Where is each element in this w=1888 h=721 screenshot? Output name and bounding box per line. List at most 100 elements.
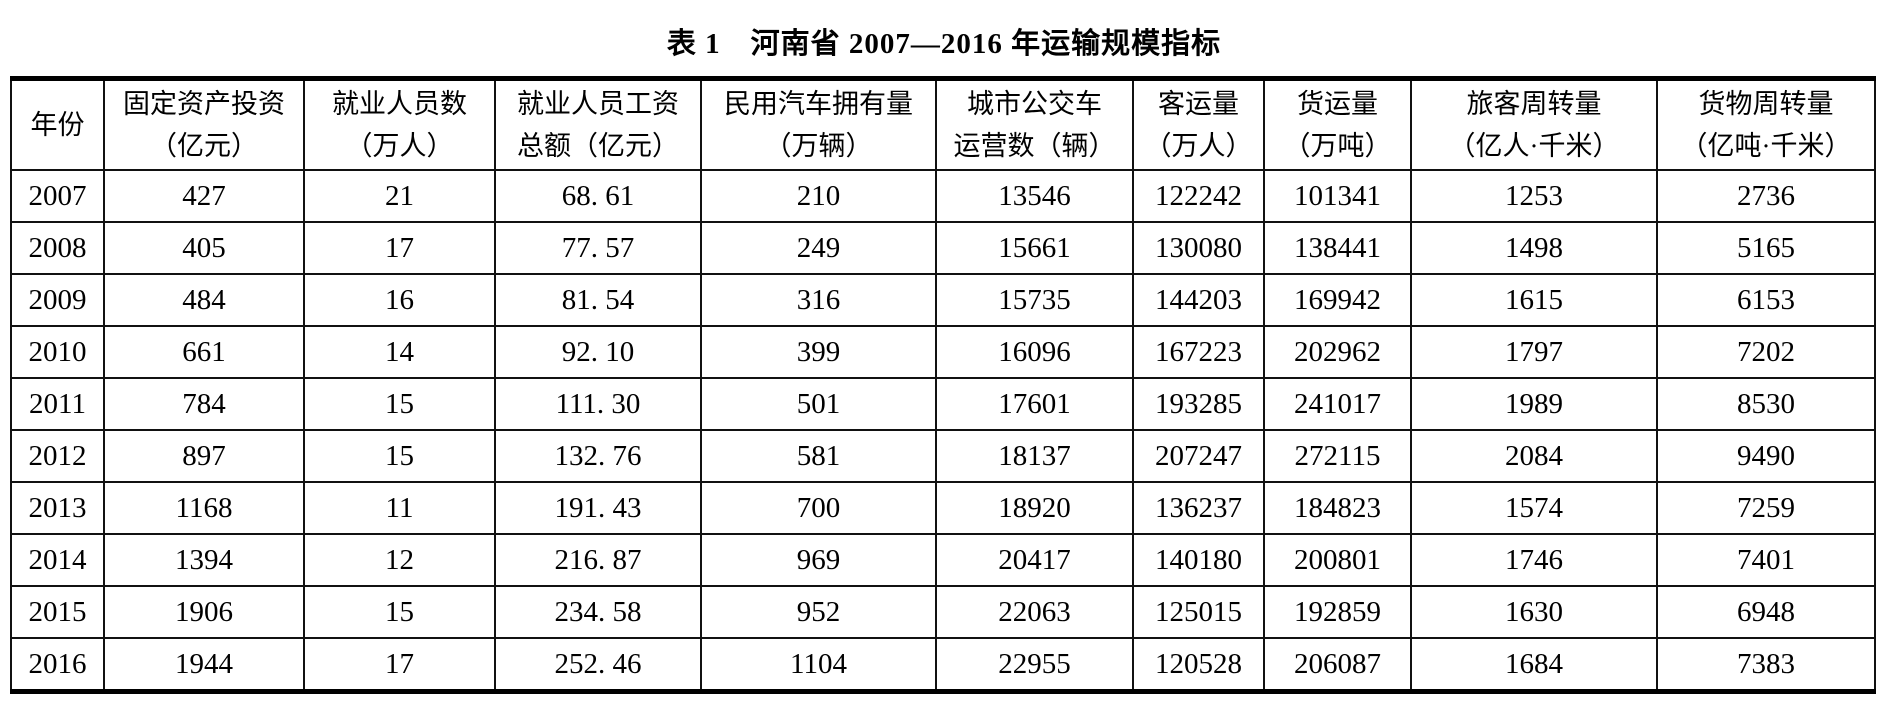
value-cell: 15 bbox=[303, 429, 496, 483]
column-header: 就业人员工资 总额（亿元） bbox=[494, 77, 702, 171]
value-cell: 1746 bbox=[1410, 533, 1658, 587]
value-cell: 2084 bbox=[1410, 429, 1658, 483]
value-cell: 17 bbox=[303, 221, 496, 275]
header-line1: 就业人员工资 bbox=[517, 89, 679, 119]
header-line2: （万吨） bbox=[1283, 131, 1392, 161]
value-cell: 216. 87 bbox=[494, 533, 702, 587]
year-cell: 2016 bbox=[10, 637, 105, 693]
table-row: 2009 484 16 81. 54 316 15735 144203 169942 1615 6… bbox=[10, 273, 1876, 327]
year-cell: 2011 bbox=[10, 377, 105, 431]
value-cell: 13546 bbox=[935, 169, 1134, 223]
value-cell: 77. 57 bbox=[494, 221, 702, 275]
column-header: 年份 bbox=[10, 77, 105, 171]
column-header: 客运量 （万人） bbox=[1132, 77, 1265, 171]
value-cell: 8530 bbox=[1656, 377, 1876, 431]
value-cell: 22063 bbox=[935, 585, 1134, 639]
table-row: 2015 1906 15 234. 58 952 22063 125015 192859 163… bbox=[10, 585, 1876, 639]
value-cell: 111. 30 bbox=[494, 377, 702, 431]
value-cell: 1797 bbox=[1410, 325, 1658, 379]
value-cell: 969 bbox=[700, 533, 937, 587]
value-cell: 202962 bbox=[1263, 325, 1412, 379]
value-cell: 272115 bbox=[1263, 429, 1412, 483]
column-header: 就业人员数 （万人） bbox=[303, 77, 496, 171]
value-cell: 16096 bbox=[935, 325, 1134, 379]
header-line1: 就业人员数 bbox=[332, 89, 467, 119]
value-cell: 21 bbox=[303, 169, 496, 223]
column-header: 旅客周转量 （亿人·千米） bbox=[1410, 77, 1658, 171]
value-cell: 1630 bbox=[1410, 585, 1658, 639]
value-cell: 5165 bbox=[1656, 221, 1876, 275]
table-row: 2013 1168 11 191. 43 700 18920 136237 184823 157… bbox=[10, 481, 1876, 535]
value-cell: 405 bbox=[103, 221, 305, 275]
value-cell: 92. 10 bbox=[494, 325, 702, 379]
value-cell: 316 bbox=[700, 273, 937, 327]
year-cell: 2010 bbox=[10, 325, 105, 379]
value-cell: 6153 bbox=[1656, 273, 1876, 327]
value-cell: 15 bbox=[303, 377, 496, 431]
value-cell: 952 bbox=[700, 585, 937, 639]
header-line2: （亿人·千米） bbox=[1448, 131, 1620, 161]
table-body: 2007 427 21 68. 61 210 13546 122242 101341 1253 2… bbox=[10, 169, 1876, 693]
column-header: 城市公交车 运营数（辆） bbox=[935, 77, 1134, 171]
value-cell: 661 bbox=[103, 325, 305, 379]
value-cell: 140180 bbox=[1132, 533, 1265, 587]
value-cell: 184823 bbox=[1263, 481, 1412, 535]
table-row: 2008 405 17 77. 57 249 15661 130080 138441 1498 5… bbox=[10, 221, 1876, 275]
table-row: 2010 661 14 92. 10 399 16096 167223 202962 1797 7… bbox=[10, 325, 1876, 379]
year-cell: 2009 bbox=[10, 273, 105, 327]
header-line1: 旅客周转量 bbox=[1466, 89, 1602, 119]
value-cell: 136237 bbox=[1132, 481, 1265, 535]
value-cell: 15 bbox=[303, 585, 496, 639]
year-cell: 2007 bbox=[10, 169, 105, 223]
value-cell: 122242 bbox=[1132, 169, 1265, 223]
header-line1: 民用汽车拥有量 bbox=[724, 89, 913, 119]
value-cell: 169942 bbox=[1263, 273, 1412, 327]
value-cell: 7202 bbox=[1656, 325, 1876, 379]
column-header: 货物周转量 （亿吨·千米） bbox=[1656, 77, 1876, 171]
header-line2: （亿元） bbox=[150, 131, 258, 161]
transport-indicators-table: 年份 固定资产投资 （亿元） 就业人员数 （万人） 就业人员工资 总额（亿元） 民用汽车拥有量… bbox=[10, 76, 1876, 694]
value-cell: 207247 bbox=[1132, 429, 1265, 483]
value-cell: 20417 bbox=[935, 533, 1134, 587]
value-cell: 2736 bbox=[1656, 169, 1876, 223]
value-cell: 16 bbox=[303, 273, 496, 327]
value-cell: 138441 bbox=[1263, 221, 1412, 275]
table-row: 2007 427 21 68. 61 210 13546 122242 101341 1253 2… bbox=[10, 169, 1876, 223]
value-cell: 252. 46 bbox=[494, 637, 702, 693]
value-cell: 167223 bbox=[1132, 325, 1265, 379]
value-cell: 15661 bbox=[935, 221, 1134, 275]
table-row: 2011 784 15 111. 30 501 17601 193285 241017 1989… bbox=[10, 377, 1876, 431]
header-line1: 货运量 bbox=[1297, 89, 1378, 119]
value-cell: 1684 bbox=[1410, 637, 1658, 693]
header-line2: 总额（亿元） bbox=[517, 131, 679, 161]
value-cell: 700 bbox=[700, 481, 937, 535]
value-cell: 1574 bbox=[1410, 481, 1658, 535]
value-cell: 11 bbox=[303, 481, 496, 535]
column-header: 固定资产投资 （亿元） bbox=[103, 77, 305, 171]
value-cell: 191. 43 bbox=[494, 481, 702, 535]
column-header: 民用汽车拥有量 （万辆） bbox=[700, 77, 937, 171]
header-line1: 货物周转量 bbox=[1698, 89, 1834, 119]
value-cell: 22955 bbox=[935, 637, 1134, 693]
value-cell: 7401 bbox=[1656, 533, 1876, 587]
value-cell: 9490 bbox=[1656, 429, 1876, 483]
year-cell: 2012 bbox=[10, 429, 105, 483]
value-cell: 1615 bbox=[1410, 273, 1658, 327]
value-cell: 1989 bbox=[1410, 377, 1658, 431]
value-cell: 18920 bbox=[935, 481, 1134, 535]
table-row: 2016 1944 17 252. 46 1104 22955 120528 206087 16… bbox=[10, 637, 1876, 693]
header-line1: 固定资产投资 bbox=[123, 89, 285, 119]
value-cell: 192859 bbox=[1263, 585, 1412, 639]
value-cell: 581 bbox=[700, 429, 937, 483]
value-cell: 1498 bbox=[1410, 221, 1658, 275]
value-cell: 193285 bbox=[1132, 377, 1265, 431]
header-line1: 城市公交车 bbox=[967, 89, 1102, 119]
column-header: 货运量 （万吨） bbox=[1263, 77, 1412, 171]
value-cell: 210 bbox=[700, 169, 937, 223]
value-cell: 427 bbox=[103, 169, 305, 223]
header-line2: （万人） bbox=[345, 131, 454, 161]
value-cell: 897 bbox=[103, 429, 305, 483]
value-cell: 7383 bbox=[1656, 637, 1876, 693]
table-caption: 表 1 河南省 2007—2016 年运输规模指标 bbox=[666, 28, 1222, 60]
